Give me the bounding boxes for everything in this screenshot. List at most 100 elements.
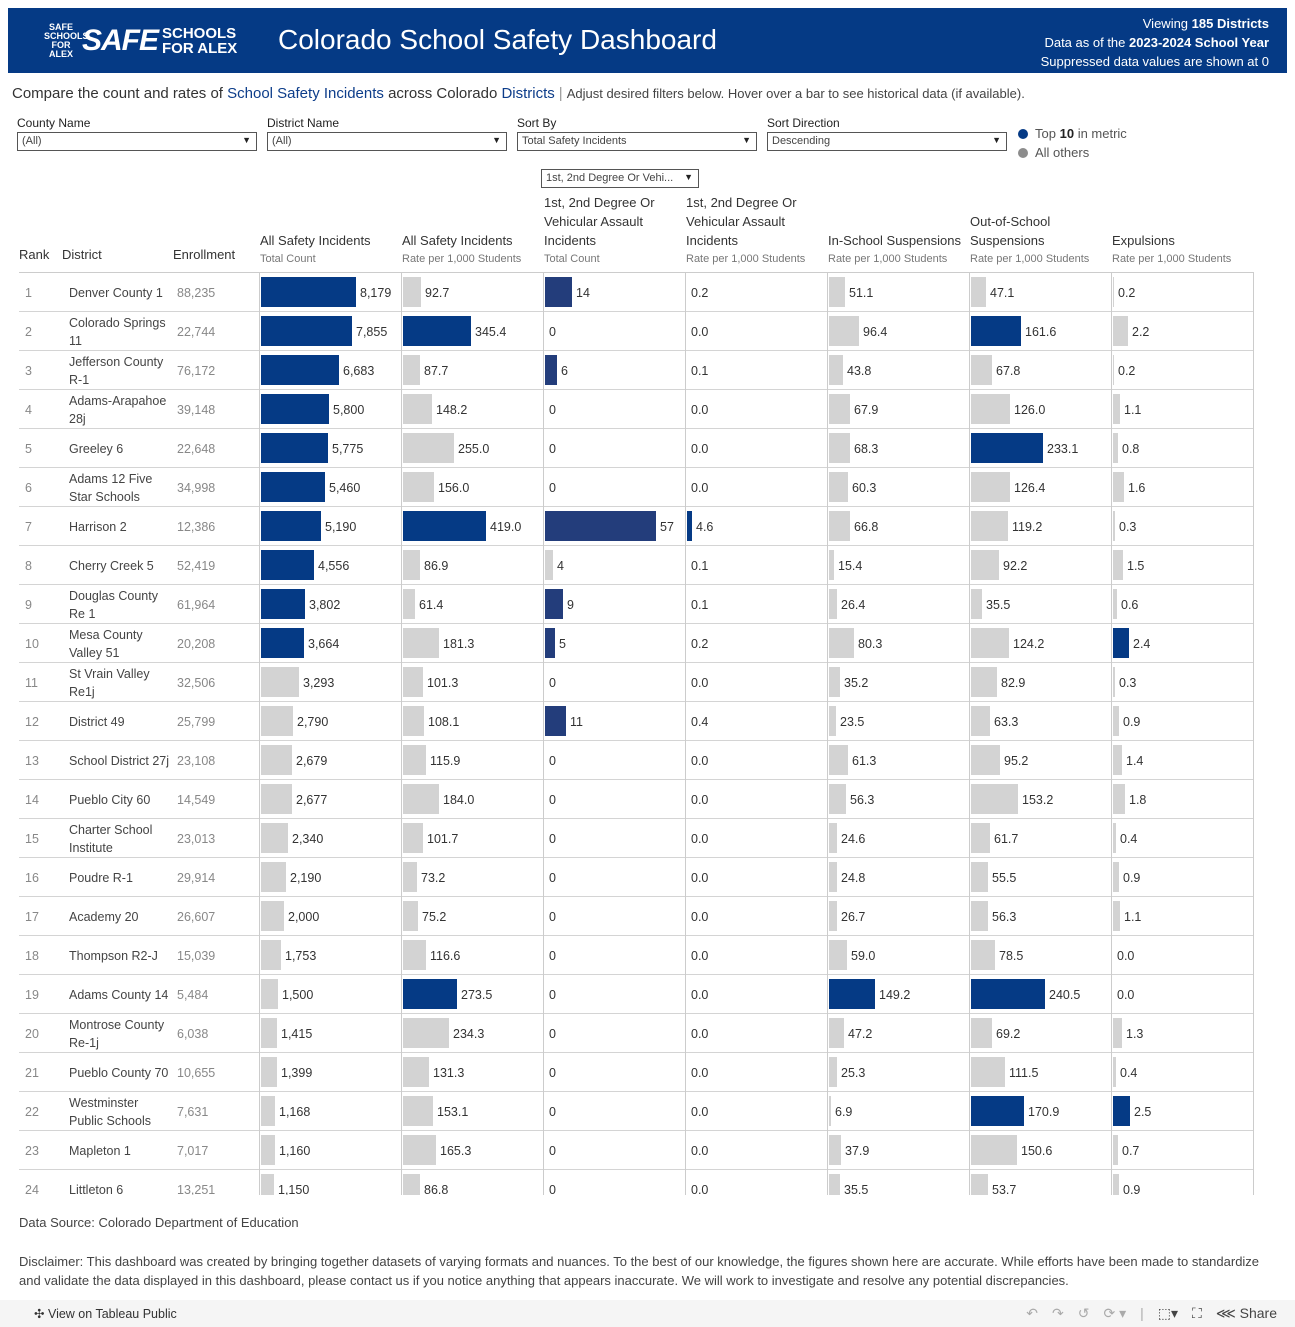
- metric-cell[interactable]: 0.0: [685, 663, 827, 702]
- metric-cell[interactable]: 0.0: [685, 1131, 827, 1170]
- metric-cell[interactable]: 1.6: [1111, 468, 1253, 507]
- share-button[interactable]: ⋘ Share: [1215, 1305, 1277, 1321]
- bar[interactable]: [403, 277, 421, 307]
- bar[interactable]: [1113, 667, 1115, 697]
- bar[interactable]: [403, 1135, 436, 1165]
- bar[interactable]: [403, 745, 426, 775]
- bar[interactable]: [829, 823, 837, 853]
- download-icon[interactable]: ⬚▾: [1157, 1305, 1179, 1321]
- metric-cell[interactable]: 156.0: [401, 468, 543, 507]
- redo-icon[interactable]: ↷: [1051, 1305, 1064, 1321]
- metric-cell[interactable]: 14: [543, 273, 685, 312]
- bar[interactable]: [829, 940, 847, 970]
- metric-cell[interactable]: 24.8: [827, 858, 969, 897]
- metric-cell[interactable]: 0: [543, 429, 685, 468]
- top10-bar[interactable]: [403, 316, 471, 346]
- bar[interactable]: [971, 472, 1010, 502]
- metric-cell[interactable]: 86.9: [401, 546, 543, 585]
- sort-direction-select[interactable]: Descending ▼: [767, 132, 1007, 151]
- metric-cell[interactable]: 0.0: [685, 936, 827, 975]
- metric-cell[interactable]: 0.0: [685, 429, 827, 468]
- bar[interactable]: [403, 823, 423, 853]
- metric-cell[interactable]: 8,179: [259, 273, 401, 312]
- metric-cell[interactable]: 240.5: [969, 975, 1111, 1014]
- district-header[interactable]: District: [62, 247, 102, 262]
- metric-cell[interactable]: 1.3: [1111, 1014, 1253, 1053]
- bar[interactable]: [971, 823, 990, 853]
- metric-cell[interactable]: 69.2: [969, 1014, 1111, 1053]
- metric-header-0[interactable]: All Safety Incidents Total Count: [260, 231, 400, 269]
- bar[interactable]: [1113, 1174, 1119, 1195]
- bar[interactable]: [1113, 433, 1118, 463]
- sort-by-select[interactable]: Total Safety Incidents ▼: [517, 132, 757, 151]
- metric-cell[interactable]: 1,168: [259, 1092, 401, 1131]
- bar[interactable]: [971, 1018, 992, 1048]
- bar[interactable]: [829, 1135, 841, 1165]
- top10-bar[interactable]: [971, 316, 1021, 346]
- bar[interactable]: [403, 784, 439, 814]
- bar[interactable]: [403, 355, 420, 385]
- metric-cell[interactable]: 0.0: [685, 975, 827, 1014]
- metric-cell[interactable]: 3,293: [259, 663, 401, 702]
- metric-cell[interactable]: 55.5: [969, 858, 1111, 897]
- metric-cell[interactable]: 0.7: [1111, 1131, 1253, 1170]
- metric-cell[interactable]: 0.9: [1111, 702, 1253, 741]
- metric-cell[interactable]: 0.0: [685, 1170, 827, 1195]
- metric-cell[interactable]: 234.3: [401, 1014, 543, 1053]
- metric-cell[interactable]: 0.3: [1111, 507, 1253, 546]
- metric-cell[interactable]: 0.2: [1111, 351, 1253, 390]
- metric-cell[interactable]: 149.2: [827, 975, 969, 1014]
- metric-cell[interactable]: 150.6: [969, 1131, 1111, 1170]
- bar[interactable]: [261, 1096, 275, 1126]
- metric-cell[interactable]: 60.3: [827, 468, 969, 507]
- metric-cell[interactable]: 6,683: [259, 351, 401, 390]
- metric-cell[interactable]: 108.1: [401, 702, 543, 741]
- metric-cell[interactable]: 67.8: [969, 351, 1111, 390]
- metric-cell[interactable]: 345.4: [401, 312, 543, 351]
- bar[interactable]: [261, 784, 292, 814]
- metric-cell[interactable]: 0: [543, 975, 685, 1014]
- metric-cell[interactable]: 153.1: [401, 1092, 543, 1131]
- metric-cell[interactable]: 2,340: [259, 819, 401, 858]
- metric-cell[interactable]: 1.4: [1111, 741, 1253, 780]
- metric-cell[interactable]: 0: [543, 1053, 685, 1092]
- metric-cell[interactable]: 4: [543, 546, 685, 585]
- metric-cell[interactable]: 0.4: [685, 702, 827, 741]
- bar[interactable]: [971, 940, 995, 970]
- metric-cell[interactable]: 2.4: [1111, 624, 1253, 663]
- metric-cell[interactable]: 43.8: [827, 351, 969, 390]
- bar[interactable]: [829, 550, 834, 580]
- metric-cell[interactable]: 37.9: [827, 1131, 969, 1170]
- bar[interactable]: [403, 433, 454, 463]
- bar[interactable]: [971, 745, 1000, 775]
- bar[interactable]: [971, 394, 1010, 424]
- metric-cell[interactable]: 1,150: [259, 1170, 401, 1195]
- top10-bar[interactable]: [261, 511, 321, 541]
- top10-bar[interactable]: [403, 979, 457, 1009]
- metric-cell[interactable]: 7,855: [259, 312, 401, 351]
- metric-cell[interactable]: 0.0: [685, 1053, 827, 1092]
- bar[interactable]: [829, 667, 840, 697]
- metric-header-2[interactable]: 1st, 2nd Degree Or Vehicular Assault Inc…: [544, 193, 684, 269]
- metric-cell[interactable]: 56.3: [827, 780, 969, 819]
- metric-cell[interactable]: 51.1: [827, 273, 969, 312]
- metric-cell[interactable]: 6: [543, 351, 685, 390]
- bar[interactable]: [403, 472, 434, 502]
- metric-header-3[interactable]: 1st, 2nd Degree Or Vehicular Assault Inc…: [686, 193, 826, 269]
- metric-cell[interactable]: 78.5: [969, 936, 1111, 975]
- revert-icon[interactable]: ↺: [1077, 1305, 1090, 1321]
- bar[interactable]: [261, 1174, 274, 1195]
- bar[interactable]: [971, 784, 1018, 814]
- top10-bar[interactable]: [261, 316, 352, 346]
- metric-cell[interactable]: 119.2: [969, 507, 1111, 546]
- bar[interactable]: [971, 589, 982, 619]
- bar[interactable]: [1113, 745, 1122, 775]
- bar[interactable]: [971, 355, 992, 385]
- bar[interactable]: [829, 745, 848, 775]
- bar[interactable]: [829, 472, 848, 502]
- bar[interactable]: [829, 316, 859, 346]
- metric-cell[interactable]: 0: [543, 819, 685, 858]
- bar[interactable]: [403, 1174, 420, 1195]
- metric-cell[interactable]: 1,500: [259, 975, 401, 1014]
- metric-cell[interactable]: 61.3: [827, 741, 969, 780]
